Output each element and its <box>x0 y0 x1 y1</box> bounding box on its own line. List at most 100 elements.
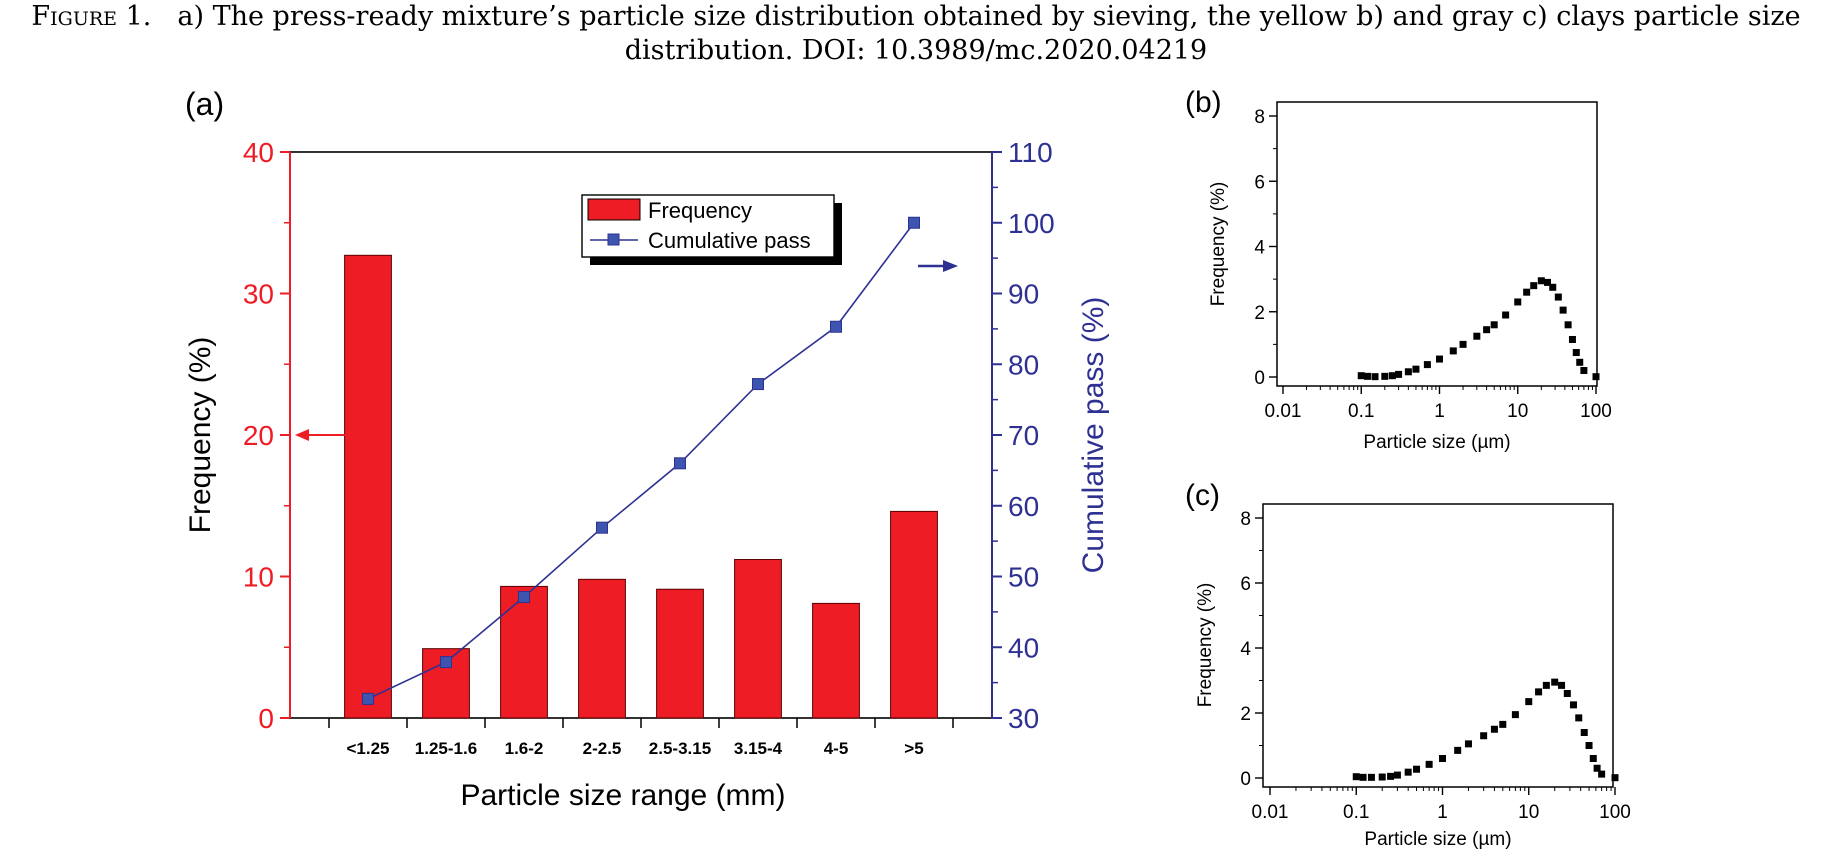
x-tick-label: 10 <box>1518 802 1539 823</box>
y-tick-label: 0 <box>1254 368 1265 389</box>
data-point <box>1436 355 1443 363</box>
panel-a-label: (a) <box>185 86 224 122</box>
panel-b: (b) 0.01 0.1 1 10 100 0 2 4 6 8 Particle size (µ… <box>1185 86 1612 453</box>
data-point <box>1480 732 1488 740</box>
x-tick-label: 0.01 <box>1265 401 1302 422</box>
data-point <box>1412 365 1420 373</box>
data-point <box>1549 283 1557 291</box>
data-point <box>1563 690 1571 697</box>
x-tick-label: >5 <box>904 739 923 758</box>
data-point <box>1464 740 1472 748</box>
data-point <box>1592 373 1600 381</box>
legend-label-cumulative: Cumulative pass <box>648 228 811 253</box>
data-point <box>1404 768 1412 776</box>
cumulative-point-4 <box>596 521 608 534</box>
data-point <box>1393 771 1401 779</box>
legend-swatch-marker <box>607 233 620 246</box>
data-point <box>1576 358 1584 366</box>
plot-frame-b <box>1276 101 1598 387</box>
bar-6 <box>734 559 782 719</box>
data-point <box>1580 366 1588 374</box>
x-tick-label: 1.6-2 <box>505 739 544 758</box>
data-point <box>1490 725 1498 733</box>
data-point <box>1363 372 1371 380</box>
cumulative-line <box>367 222 915 700</box>
y-tick-label: 8 <box>1254 107 1265 128</box>
bar-4 <box>578 578 626 719</box>
data-point <box>1537 277 1545 285</box>
scatter-points-c <box>1352 678 1619 782</box>
figure-caption: Figure 1. a) The press-ready mixture’s pa… <box>0 0 1832 78</box>
cumulative-point-8 <box>908 216 920 229</box>
scatter-points-b <box>1357 277 1600 381</box>
cumulative-point-1 <box>362 692 374 705</box>
y-tick-label: 0 <box>1240 769 1251 790</box>
right-y-axis-title: Cumulative pass (%) <box>1077 297 1110 574</box>
data-point <box>1473 332 1481 340</box>
y-tick-label: 4 <box>1254 238 1265 259</box>
legend-label-frequency: Frequency <box>648 198 752 223</box>
y2-tick-label: 100 <box>1008 208 1055 239</box>
cumulative-point-3 <box>518 591 530 604</box>
y-tick-label: 2 <box>1240 704 1251 725</box>
data-point <box>1575 714 1583 722</box>
right-y-axis-ticks: 30 40 50 60 70 80 90 100 110 <box>992 137 1055 734</box>
y-axis-ticks-c: 0 2 4 6 8 <box>1240 509 1263 790</box>
data-point <box>1530 282 1538 290</box>
panel-a: (a) <1.25 1.25-1.6 1.6-2 2-2.5 2.5-3.15 3.15-… <box>184 86 1110 812</box>
caption-text: a) The press-ready mixture’s particle si… <box>177 1 1801 66</box>
data-point <box>1371 373 1379 381</box>
y-axis-title-b: Frequency (%) <box>1208 182 1229 307</box>
y2-tick-label: 50 <box>1008 562 1039 593</box>
data-point <box>1514 298 1522 306</box>
plot-frame-c <box>1262 503 1614 788</box>
data-point <box>1439 755 1446 762</box>
data-point <box>1395 370 1403 378</box>
cumulative-line-series <box>362 216 920 705</box>
x-axis-title-b: Particle size (µm) <box>1363 432 1510 453</box>
data-point <box>1572 349 1580 357</box>
x-axis-title-c: Particle size (µm) <box>1364 829 1511 850</box>
x-tick-label: 4-5 <box>824 739 849 758</box>
y-axis-title-c: Frequency (%) <box>1195 583 1216 708</box>
legend-swatch-frequency <box>587 198 641 221</box>
data-point <box>1502 311 1510 319</box>
bar-7 <box>812 602 860 719</box>
data-point <box>1413 765 1421 773</box>
data-point <box>1593 764 1601 772</box>
bar-8 <box>890 510 938 719</box>
data-point <box>1459 340 1467 348</box>
y-tick-label: 4 <box>1240 639 1251 660</box>
data-point <box>1542 681 1550 689</box>
panel-b-label: (b) <box>1185 86 1222 119</box>
y-tick-label: 30 <box>243 279 274 310</box>
y-axis-ticks-b: 0 2 4 6 8 <box>1254 107 1277 389</box>
x-tick-label: 0.1 <box>1343 802 1369 823</box>
y2-tick-label: 70 <box>1008 420 1039 451</box>
data-point <box>1423 361 1431 369</box>
data-point <box>1535 688 1543 696</box>
cumulative-point-5 <box>674 457 686 470</box>
data-point <box>1352 773 1360 781</box>
left-y-axis-ticks: 0 10 20 30 40 <box>243 137 290 734</box>
x-axis-title-a: Particle size range (mm) <box>460 779 785 812</box>
x-tick-label: 3.15-4 <box>734 739 783 758</box>
data-point <box>1387 772 1395 780</box>
data-point <box>1589 755 1597 762</box>
data-point <box>1388 372 1396 380</box>
data-point <box>1580 729 1588 736</box>
x-tick-label: 0.1 <box>1348 401 1374 422</box>
data-point <box>1511 711 1519 719</box>
data-point <box>1367 773 1375 781</box>
y2-tick-label: 30 <box>1008 703 1039 734</box>
x-axis-ticks-b: 0.01 0.1 1 10 100 <box>1265 386 1612 422</box>
x-tick-label: 2.5-3.15 <box>649 739 711 758</box>
data-point <box>1357 372 1365 380</box>
y2-tick-label: 40 <box>1008 632 1039 663</box>
data-point <box>1559 306 1567 314</box>
data-point <box>1490 321 1498 329</box>
y2-tick-label: 110 <box>1008 137 1053 168</box>
data-point <box>1544 278 1552 286</box>
y2-tick-label: 60 <box>1008 491 1039 522</box>
